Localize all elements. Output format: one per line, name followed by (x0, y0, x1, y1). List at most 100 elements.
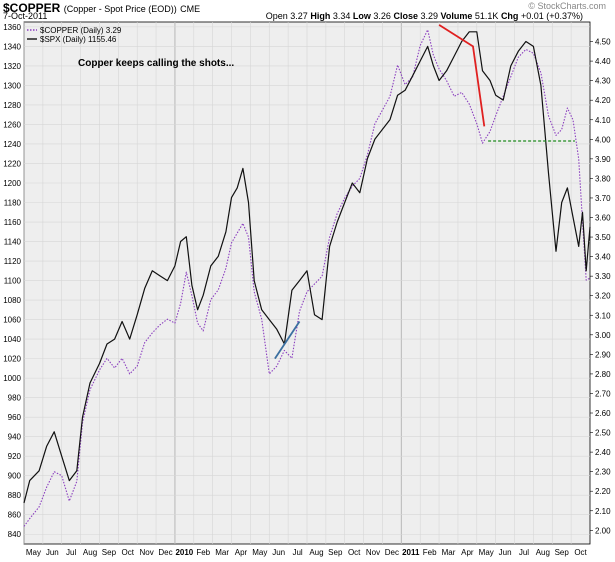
left-tick-label: 1040 (3, 335, 21, 344)
x-tick-label: May (26, 548, 41, 557)
right-tick-label: 4.10 (595, 116, 611, 125)
left-tick-label: 1000 (3, 374, 21, 383)
x-tick-label: Feb (196, 548, 210, 557)
left-tick-label: 1300 (3, 81, 21, 90)
trendline-group (274, 24, 575, 360)
x-tick-label: May (252, 548, 267, 557)
left-tick-label: 940 (8, 433, 22, 442)
right-tick-label: 2.20 (595, 487, 611, 496)
left-tick-label: 880 (8, 491, 22, 500)
left-tick-label: 1320 (3, 62, 21, 71)
left-tick-label: 1060 (3, 316, 21, 325)
low-label: Low (352, 11, 371, 21)
legend-copper-label: $COPPER (Daily) 3.29 (40, 26, 122, 35)
right-tick-label: 2.00 (595, 526, 611, 535)
high-value: 3.34 (332, 11, 351, 21)
right-tick-label: 3.00 (595, 331, 611, 340)
left-tick-label: 1180 (4, 199, 22, 208)
chart-annotation: Copper keeps calling the shots... (78, 58, 234, 69)
left-tick-label: 920 (8, 452, 22, 461)
right-tick-label: 3.60 (595, 214, 611, 223)
right-tick-label: 4.50 (595, 38, 611, 47)
x-tick-label: Aug (536, 548, 550, 557)
left-tick-label: 1280 (3, 101, 21, 110)
left-tick-label: 1160 (4, 218, 22, 227)
right-tick-label: 3.70 (595, 194, 611, 203)
left-axis-ticks: 840 860 880 900 920 940 960 980 1000 1020 1040 1060… (3, 23, 21, 539)
x-tick-label: Dec (158, 548, 172, 557)
left-tick-label: 980 (8, 394, 22, 403)
close-value: 3.29 (420, 11, 439, 21)
left-tick-label: 1200 (3, 179, 21, 188)
right-tick-label: 3.90 (595, 155, 611, 164)
legend: $COPPER (Daily) 3.29 $SPX (Daily) 1155.4… (27, 26, 122, 44)
x-tick-label: May (479, 548, 494, 557)
x-tick-label: Nov (366, 548, 380, 557)
right-tick-label: 4.00 (595, 135, 611, 144)
x-tick-label: Sep (328, 548, 343, 557)
x-tick-label: Mar (215, 548, 229, 557)
x-tick-label: Dec (385, 548, 399, 557)
symbol-description: (Copper - Spot Price (EOD)) (63, 4, 177, 14)
blue-trendline (274, 321, 301, 360)
right-tick-label: 2.40 (595, 448, 611, 457)
x-tick-label: Apr (235, 548, 248, 557)
close-label: Close (393, 11, 418, 21)
x-tick-label: Jun (272, 548, 285, 557)
open-value: 3.27 (290, 11, 308, 21)
left-tick-label: 1340 (3, 42, 21, 51)
symbol: $COPPER (3, 1, 61, 15)
red-trendline (438, 24, 486, 127)
chg-label: Chg (500, 11, 519, 21)
x-tick-label: Jul (519, 548, 529, 557)
right-tick-label: 2.70 (595, 389, 611, 398)
left-tick-label: 1020 (3, 355, 21, 364)
right-tick-label: 2.80 (595, 370, 611, 379)
left-tick-label: 860 (8, 511, 22, 520)
x-tick-label: 2011 (402, 548, 420, 557)
x-tick-label: Aug (83, 548, 97, 557)
right-tick-label: 3.20 (595, 292, 611, 301)
x-tick-label: Oct (348, 548, 361, 557)
volume-label: Volume (440, 11, 473, 21)
x-tick-label: Jun (499, 548, 512, 557)
right-tick-label: 2.90 (595, 350, 611, 359)
series-group (23, 29, 591, 527)
right-tick-label: 4.20 (595, 96, 611, 105)
x-tick-label: Oct (574, 548, 587, 557)
legend-spx-label: $SPX (Daily) 1155.46 (40, 35, 117, 44)
right-axis-ticks: 2.00 2.10 2.20 2.30 2.40 2.50 2.60 2.70 2.80 2.90… (590, 38, 611, 535)
high-label: High (310, 11, 331, 21)
quote-bar: Open 3.27 High 3.34 Low 3.26 Close 3.29 … (266, 11, 583, 21)
left-tick-label: 1140 (4, 238, 22, 247)
left-tick-label: 1360 (3, 23, 21, 32)
right-tick-label: 4.30 (595, 77, 611, 86)
right-tick-label: 3.10 (595, 311, 611, 320)
chart-header: $COPPER (Copper - Spot Price (EOD)) CME (3, 1, 200, 15)
left-tick-label: 960 (8, 413, 22, 422)
x-tick-label: Jun (46, 548, 59, 557)
volume-value: 51.1K (474, 11, 499, 21)
chg-value: +0.01 (+0.37%) (520, 11, 583, 21)
open-label: Open (265, 11, 288, 21)
spx-series-line (23, 31, 591, 504)
right-tick-label: 2.60 (595, 409, 611, 418)
x-tick-label: Sep (555, 548, 570, 557)
right-tick-label: 2.10 (595, 507, 611, 516)
low-value: 3.26 (373, 11, 391, 21)
watermark: © StockCharts.com (528, 1, 606, 11)
x-tick-label: Nov (140, 548, 154, 557)
left-tick-label: 1260 (3, 120, 21, 129)
x-tick-label: Feb (423, 548, 437, 557)
right-tick-label: 4.40 (595, 57, 611, 66)
left-tick-label: 1240 (3, 140, 21, 149)
x-tick-label: 2010 (175, 548, 193, 557)
left-tick-label: 900 (8, 472, 22, 481)
right-tick-label: 2.50 (595, 429, 611, 438)
grid-vertical (23, 22, 572, 544)
exchange: CME (180, 4, 201, 14)
x-tick-label: Jul (66, 548, 76, 557)
right-tick-label: 3.80 (595, 174, 611, 183)
grid-horizontal (24, 26, 590, 535)
